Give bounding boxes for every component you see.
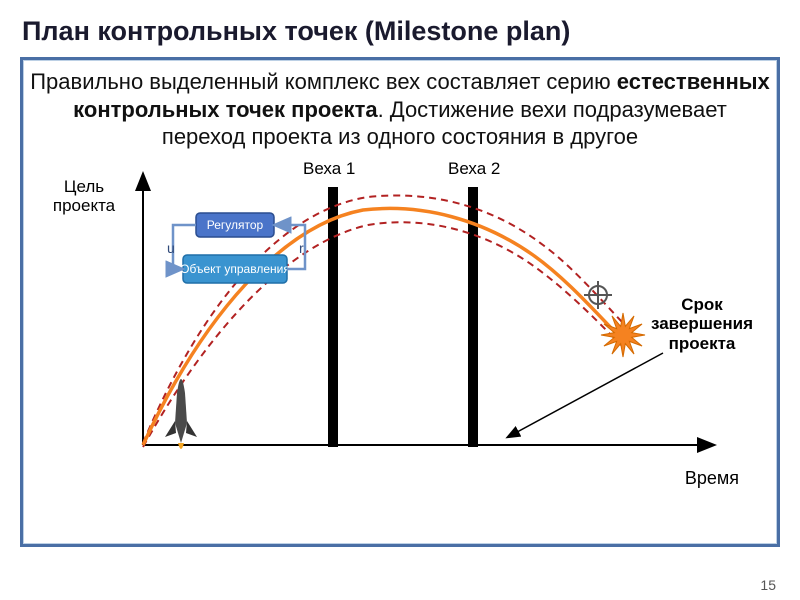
deadline-arrow <box>508 353 663 437</box>
body-prefix: Правильно выделенный комплекс вех состав… <box>30 69 617 94</box>
box-regulator-text: Регулятор <box>207 218 264 232</box>
content-frame: Правильно выделенный комплекс вех состав… <box>20 57 780 547</box>
body-text: Правильно выделенный комплекс вех состав… <box>23 60 777 155</box>
x-axis-label: Время <box>685 468 739 489</box>
chart-area: Цель проекта Веха 1 Веха 2 Срок завершен… <box>23 155 777 485</box>
label-u: u <box>167 240 175 256</box>
slide: План контрольных точек (Milestone plan) … <box>0 0 800 600</box>
burst-icon <box>601 313 645 357</box>
label-r: r <box>299 240 304 256</box>
box-object-text: Объект управления <box>180 262 290 276</box>
curve-main <box>143 208 618 445</box>
page-number: 15 <box>760 577 776 593</box>
chart-svg: Регулятор Объект управления u r <box>23 155 773 475</box>
page-title: План контрольных точек (Milestone plan) <box>0 0 800 57</box>
milestone1-bar <box>328 187 338 447</box>
